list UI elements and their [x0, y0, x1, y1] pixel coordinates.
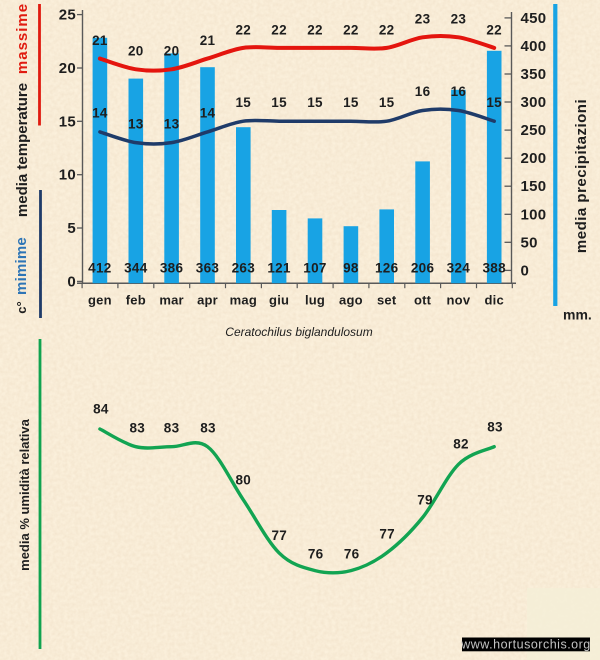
svg-text:25: 25: [59, 7, 76, 24]
svg-text:13: 13: [128, 116, 144, 131]
svg-text:ott: ott: [414, 293, 432, 308]
svg-text:76: 76: [344, 547, 360, 562]
svg-text:apr: apr: [197, 293, 218, 308]
svg-text:14: 14: [92, 106, 108, 121]
svg-text:ago: ago: [339, 293, 363, 308]
svg-text:98: 98: [343, 260, 359, 275]
svg-text:10: 10: [59, 167, 76, 184]
svg-text:15: 15: [59, 113, 76, 130]
svg-text:set: set: [377, 293, 397, 308]
svg-text:gen: gen: [88, 293, 112, 308]
svg-text:77: 77: [271, 528, 287, 543]
svg-text:mimime: mimime: [13, 237, 30, 295]
svg-text:22: 22: [379, 22, 395, 37]
svg-text:16: 16: [415, 84, 431, 99]
svg-text:23: 23: [451, 12, 467, 27]
svg-text:0: 0: [67, 273, 76, 290]
svg-text:14: 14: [200, 106, 216, 121]
svg-text:263: 263: [232, 260, 256, 275]
svg-text:386: 386: [160, 260, 184, 275]
svg-text:giu: giu: [269, 293, 289, 308]
svg-text:lug: lug: [305, 293, 325, 308]
svg-text:344: 344: [124, 260, 148, 275]
svg-text:77: 77: [379, 527, 395, 542]
svg-text:100: 100: [521, 206, 547, 223]
svg-text:83: 83: [200, 420, 216, 435]
svg-text:21: 21: [92, 33, 108, 48]
svg-text:83: 83: [487, 420, 503, 435]
svg-text:media temperature: media temperature: [14, 83, 31, 217]
svg-text:250: 250: [521, 122, 547, 139]
svg-text:mm.: mm.: [563, 307, 592, 323]
svg-text:15: 15: [343, 95, 359, 110]
svg-text:21: 21: [200, 33, 216, 48]
svg-text:0: 0: [521, 262, 530, 279]
svg-text:350: 350: [521, 66, 547, 83]
svg-text:83: 83: [164, 420, 180, 435]
svg-text:83: 83: [129, 420, 145, 435]
svg-text:media precipitazioni: media precipitazioni: [573, 99, 590, 253]
svg-text:400: 400: [521, 38, 547, 55]
svg-text:13: 13: [164, 116, 180, 131]
svg-text:15: 15: [379, 95, 395, 110]
svg-text:nov: nov: [447, 293, 471, 308]
svg-text:22: 22: [235, 22, 251, 37]
svg-text:324: 324: [447, 260, 471, 275]
svg-text:20: 20: [59, 60, 76, 77]
svg-text:16: 16: [451, 84, 467, 99]
svg-text:feb: feb: [126, 293, 146, 308]
svg-text:300: 300: [521, 94, 547, 111]
svg-text:20: 20: [128, 44, 144, 59]
svg-text:15: 15: [307, 95, 323, 110]
svg-text:412: 412: [88, 260, 111, 275]
svg-text:dic: dic: [485, 293, 504, 308]
svg-text:50: 50: [521, 234, 538, 251]
svg-text:76: 76: [308, 547, 324, 562]
svg-text:22: 22: [271, 22, 287, 37]
svg-text:150: 150: [521, 178, 547, 195]
svg-text:80: 80: [235, 472, 251, 487]
svg-text:22: 22: [343, 22, 359, 37]
svg-text:82: 82: [453, 436, 469, 451]
svg-text:363: 363: [196, 260, 220, 275]
svg-text:450: 450: [521, 10, 547, 27]
svg-text:79: 79: [417, 492, 433, 507]
svg-text:121: 121: [267, 260, 291, 275]
svg-text:15: 15: [235, 95, 251, 110]
svg-text:massime: massime: [14, 3, 31, 74]
svg-text:c°: c°: [14, 301, 29, 313]
svg-text:23: 23: [415, 12, 431, 27]
svg-text:15: 15: [486, 95, 502, 110]
svg-text:22: 22: [307, 22, 323, 37]
svg-text:206: 206: [411, 260, 435, 275]
svg-text:Ceratochilus biglandulosum: Ceratochilus biglandulosum: [225, 325, 372, 339]
svg-text:20: 20: [164, 44, 180, 59]
svg-text:5: 5: [67, 220, 76, 237]
svg-text:84: 84: [93, 402, 109, 417]
svg-text:22: 22: [486, 22, 502, 37]
svg-text:mar: mar: [159, 293, 183, 308]
svg-text:mag: mag: [230, 293, 257, 308]
svg-text:www.hortusorchis.org: www.hortusorchis.org: [460, 637, 591, 651]
svg-text:15: 15: [271, 95, 287, 110]
svg-text:388: 388: [482, 260, 506, 275]
svg-text:media % umidità relativa: media % umidità relativa: [17, 418, 32, 570]
svg-text:126: 126: [375, 260, 399, 275]
svg-text:200: 200: [521, 150, 547, 167]
svg-text:107: 107: [303, 260, 326, 275]
